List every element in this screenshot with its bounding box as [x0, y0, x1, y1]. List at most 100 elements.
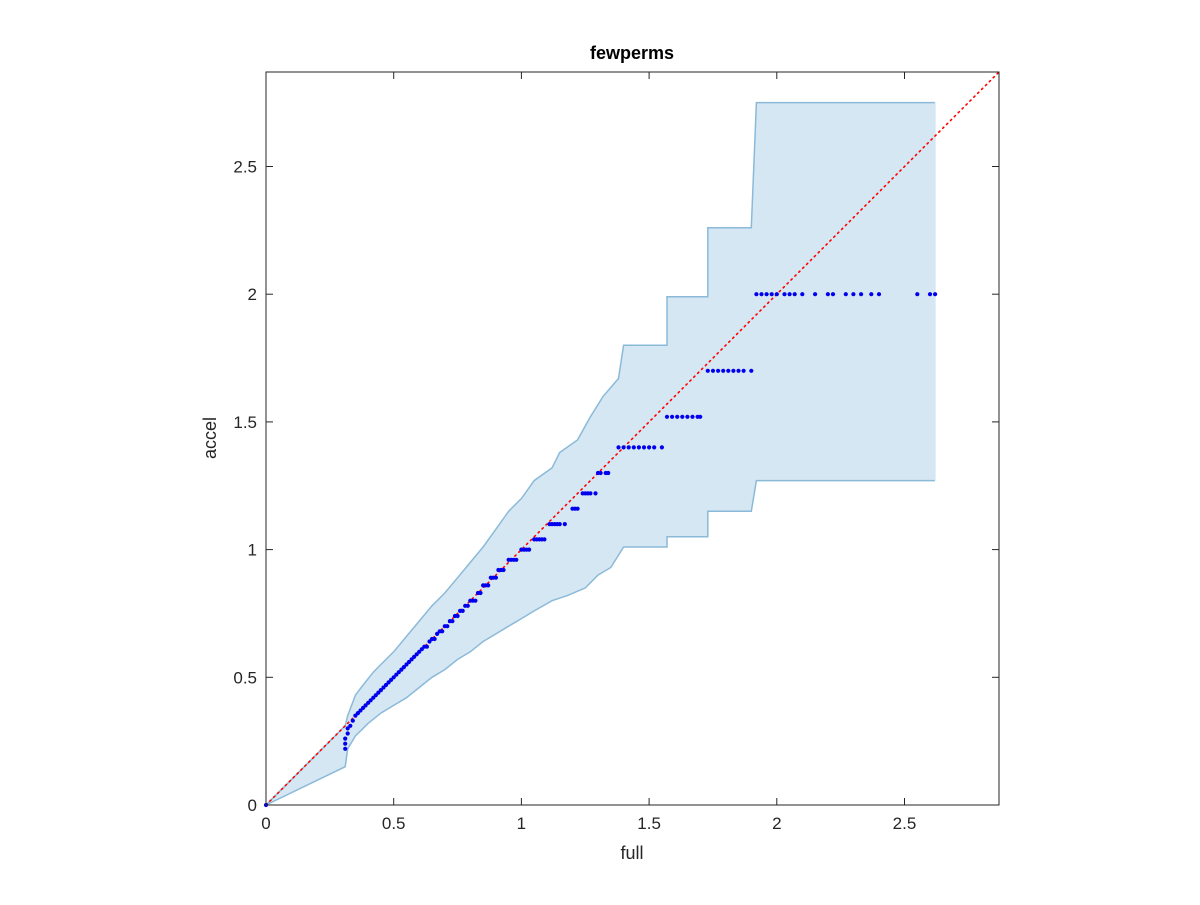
data-point — [575, 506, 580, 511]
x-tick-label: 2.5 — [893, 814, 917, 833]
data-point — [391, 675, 396, 680]
data-point — [659, 445, 665, 450]
axes-box — [265, 71, 1000, 806]
y-tick-label: 1 — [248, 541, 257, 560]
data-point — [501, 567, 506, 573]
data-point — [830, 292, 836, 297]
data-point — [358, 708, 363, 713]
data-point — [647, 445, 652, 450]
data-point — [927, 292, 933, 297]
data-point — [355, 711, 360, 716]
data-point — [542, 537, 547, 542]
data-point — [514, 557, 519, 562]
data-point — [764, 292, 769, 297]
y-tick-label: 2.5 — [233, 157, 257, 176]
data-point — [527, 547, 532, 552]
data-point — [450, 619, 455, 624]
data-point — [754, 292, 759, 297]
confidence-band-upper-edge — [265, 101, 936, 806]
data-point — [933, 292, 938, 297]
data-point — [389, 677, 394, 683]
data-point — [705, 368, 710, 373]
data-point — [455, 613, 460, 619]
data-point — [440, 629, 445, 634]
data-point — [406, 659, 412, 665]
data-point — [621, 445, 626, 450]
y-tick-label: 0.5 — [233, 668, 257, 687]
data-point — [343, 746, 348, 751]
data-point — [348, 723, 353, 728]
y-axis-label: accel — [200, 417, 220, 459]
x-tick-label: 0.5 — [382, 814, 406, 833]
y-tick-label: 2 — [248, 285, 257, 304]
axes-layer: 0 0.5 1 1.5 2 2.5 0 0.5 1 1.5 2 2.5 — [233, 71, 1000, 833]
data-point — [741, 368, 746, 373]
data-point — [396, 670, 401, 675]
data-point — [843, 292, 848, 297]
data-point — [736, 368, 741, 373]
x-tick-label: 2 — [772, 814, 781, 833]
data-point — [716, 368, 721, 373]
data-points-layer — [263, 292, 938, 808]
data-point — [710, 368, 716, 373]
data-point — [690, 414, 695, 419]
data-point — [432, 636, 437, 642]
data-point — [373, 693, 378, 698]
data-point — [465, 603, 470, 608]
data-point — [343, 741, 348, 746]
data-point — [792, 292, 797, 297]
data-point — [859, 292, 864, 297]
data-point — [435, 631, 440, 637]
data-point — [631, 445, 636, 450]
data-point — [726, 368, 731, 373]
data-point — [345, 726, 350, 731]
data-point — [731, 368, 736, 373]
confidence-band-fill — [266, 102, 936, 806]
data-point — [473, 598, 478, 603]
y-tick-label: 0 — [248, 796, 257, 815]
confidence-band-lower-edge — [265, 479, 936, 806]
data-point — [636, 445, 642, 450]
data-point — [363, 703, 368, 708]
data-point — [493, 575, 498, 580]
data-point — [685, 414, 690, 419]
data-point — [782, 292, 787, 297]
data-point — [417, 649, 422, 654]
x-axis-label: full — [620, 843, 643, 863]
data-point — [825, 292, 831, 297]
data-point — [800, 292, 805, 297]
data-point — [698, 414, 703, 419]
data-point — [445, 624, 450, 629]
data-point — [368, 698, 373, 703]
confidence-band-layer — [265, 101, 936, 806]
x-tick-label: 1.5 — [637, 814, 661, 833]
data-point — [769, 292, 774, 297]
data-point — [606, 470, 611, 476]
data-point — [813, 292, 818, 297]
data-point — [343, 736, 348, 741]
data-point — [641, 445, 647, 450]
data-point — [680, 414, 685, 419]
data-point — [412, 654, 417, 660]
data-point — [876, 292, 882, 297]
data-point — [588, 491, 593, 496]
data-point — [675, 414, 680, 419]
data-point — [383, 682, 389, 688]
data-point — [721, 368, 726, 373]
x-tick-label: 1 — [517, 814, 526, 833]
data-point — [401, 665, 406, 670]
x-tick-label: 0 — [261, 814, 270, 833]
data-point — [478, 590, 483, 596]
data-point — [557, 522, 562, 527]
data-point — [851, 292, 856, 297]
data-point — [774, 292, 779, 297]
y-tick-label: 1.5 — [233, 413, 257, 432]
data-point — [460, 608, 465, 614]
data-point — [562, 522, 567, 527]
data-point — [869, 292, 874, 297]
data-point — [378, 688, 383, 693]
data-point — [350, 718, 355, 723]
data-point — [787, 292, 792, 297]
